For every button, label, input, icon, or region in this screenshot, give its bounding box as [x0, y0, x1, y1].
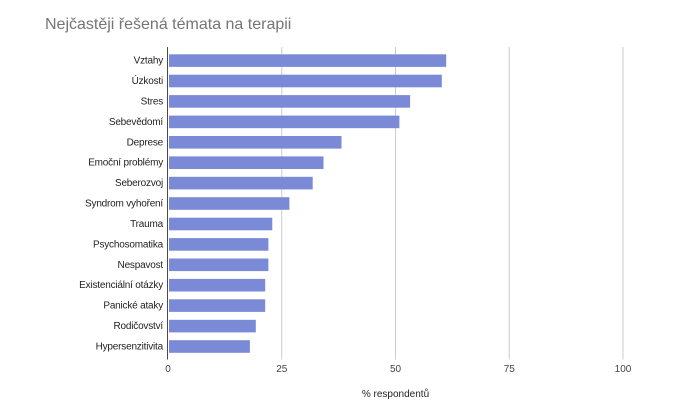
svg-text:Úzkosti: Úzkosti: [132, 74, 163, 87]
svg-text:Sebevědomí: Sebevědomí: [109, 117, 164, 128]
svg-text:50: 50: [390, 364, 402, 375]
svg-text:Existenciální otázky: Existenciální otázky: [79, 280, 163, 291]
svg-text:Deprese: Deprese: [127, 137, 164, 148]
svg-text:Seberozvoj: Seberozvoj: [115, 178, 163, 189]
svg-text:% respondentů: % respondentů: [362, 388, 429, 400]
svg-text:Rodičovství: Rodičovství: [114, 321, 164, 332]
svg-text:Hypersenzitivita: Hypersenzitivita: [96, 342, 164, 353]
svg-text:Stres: Stres: [141, 96, 164, 107]
svg-text:Vztahy: Vztahy: [134, 56, 164, 67]
svg-text:Nejčastěji řešená témata na te: Nejčastěji řešená témata na terapii: [45, 16, 291, 33]
svg-text:Emoční problémy: Emoční problémy: [88, 158, 163, 169]
svg-text:25: 25: [276, 364, 288, 375]
svg-text:Psychosomatika: Psychosomatika: [93, 239, 164, 250]
svg-text:100: 100: [615, 364, 632, 375]
svg-text:0: 0: [165, 364, 171, 375]
svg-text:75: 75: [504, 364, 516, 375]
svg-text:Syndrom vyhoření: Syndrom vyhoření: [85, 199, 163, 210]
svg-text:Panické ataky: Panické ataky: [103, 301, 163, 312]
svg-text:Trauma: Trauma: [130, 219, 164, 230]
svg-text:Nespavost: Nespavost: [118, 260, 164, 271]
